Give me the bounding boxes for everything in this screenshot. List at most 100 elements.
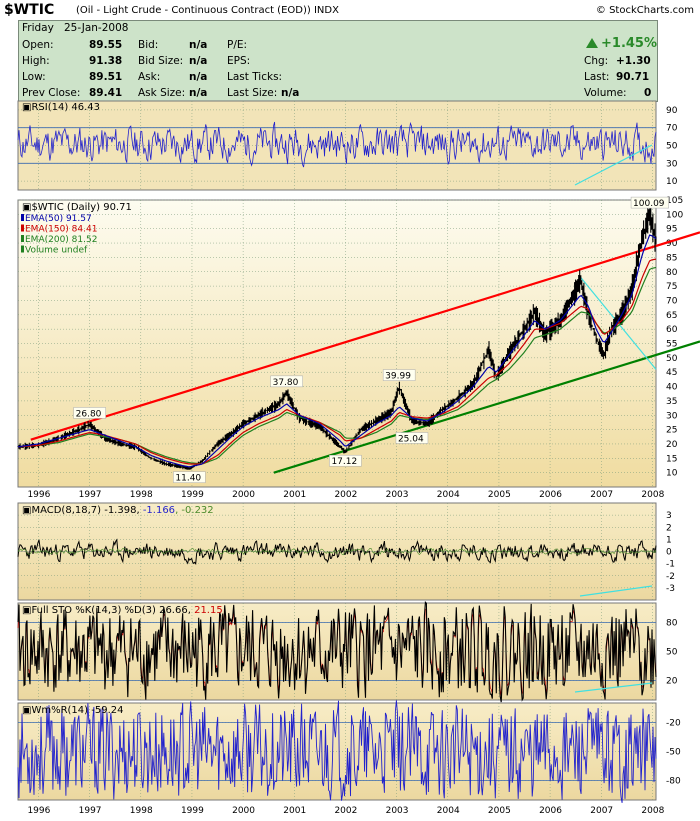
lastsize-label: Last Size: xyxy=(227,87,278,99)
quote-date: 25-Jan-2008 xyxy=(64,22,129,34)
willr-xtick-label: 2005 xyxy=(488,806,511,816)
legend-label-3: Volume undef xyxy=(25,246,88,256)
macd-ytick-label: 0 xyxy=(666,548,672,558)
open-value: 89.55 xyxy=(89,39,123,51)
pe-label: P/E: xyxy=(227,39,248,51)
annotation-box xyxy=(630,196,669,209)
high-label: High: xyxy=(22,55,50,67)
price-ytick-label: 40 xyxy=(666,383,678,393)
annotation-box xyxy=(382,369,416,381)
rsi-ytick-label: 50 xyxy=(666,142,678,152)
sto-trendline xyxy=(574,682,653,693)
sto-ytick-label: 50 xyxy=(666,648,678,658)
price-ytick-label: 45 xyxy=(666,368,677,378)
up-arrow-icon xyxy=(586,38,598,48)
rsi-ytick-label: 70 xyxy=(666,124,678,134)
last-label: Last: xyxy=(584,71,610,83)
willr-xtick-label: 1997 xyxy=(79,806,102,816)
ask-value: n/a xyxy=(189,71,208,83)
macd-histogram xyxy=(17,547,657,556)
legend-label-0: EMA(50) 91.57 xyxy=(25,214,92,224)
sto-d-value: 21.15 xyxy=(194,605,223,616)
bid-label: Bid: xyxy=(138,39,159,51)
price-ytick-label: 30 xyxy=(666,411,678,421)
macd-signal-value: -1.166 xyxy=(143,505,175,516)
willr-xtick-label: 1998 xyxy=(130,806,153,816)
symbol-subtitle: (Oil - Light Crude - Continuous Contract… xyxy=(76,5,339,16)
willr-xtick-label: 1999 xyxy=(181,806,204,816)
price-ytick-label: 105 xyxy=(666,196,683,206)
price-xtick-label: 2006 xyxy=(539,490,562,500)
willr-xtick-label: 2001 xyxy=(283,806,306,816)
annotation-box xyxy=(173,471,206,483)
legend-swatch xyxy=(21,214,24,221)
willr-line xyxy=(17,700,657,803)
price-ytick-label: 65 xyxy=(666,311,677,321)
last-value: 90.71 xyxy=(616,71,650,83)
price-ytick-label: 50 xyxy=(666,354,678,364)
macd-title: ▣MACD(8,18,7) -1.398, -1.166, -0.232 xyxy=(22,505,214,516)
prevclose-value: 89.41 xyxy=(89,87,123,99)
ema50-line xyxy=(17,234,657,468)
price-annotation: 37.80 xyxy=(273,378,299,388)
quote-panel: Friday 25-Jan-2008 Open: 89.55 High: 91.… xyxy=(18,20,658,102)
price-xtick-label: 2000 xyxy=(232,490,255,500)
price-ytick-label: 10 xyxy=(666,469,678,479)
annotation-box xyxy=(329,454,362,467)
change-percent: +1.45% xyxy=(586,36,657,51)
price-ytick-label: 25 xyxy=(666,426,677,436)
rsi-ytick-label: 30 xyxy=(666,159,678,169)
price-xtick-label: 2003 xyxy=(386,490,409,500)
legend-swatch xyxy=(21,245,24,253)
willr-xtick-label: 2008 xyxy=(641,806,664,816)
macd-ytick-label: 3 xyxy=(666,511,672,521)
low-label: Low: xyxy=(22,71,46,83)
willr-ytick-label: -50 xyxy=(666,748,681,758)
high-value: 91.38 xyxy=(89,55,123,67)
willr-xtick-label: 2002 xyxy=(334,806,357,816)
willr-xtick-label: 2004 xyxy=(437,806,460,816)
legend-value-0: 91.57 xyxy=(63,214,92,224)
price-ytick-label: 100 xyxy=(666,210,683,220)
rsi-title-label: ▣RSI(14) xyxy=(22,102,71,113)
rsi-title: ▣RSI(14) 46.43 xyxy=(22,102,100,113)
price-ytick-label: 60 xyxy=(666,325,678,335)
price-annotation: 25.04 xyxy=(398,434,424,444)
asksize-value: n/a xyxy=(189,87,208,99)
price-xtick-label: 2002 xyxy=(334,490,357,500)
legend-swatch xyxy=(21,224,24,232)
price-ytick-label: 80 xyxy=(666,268,678,278)
price-ytick-label: 75 xyxy=(666,282,677,292)
sto-title: ▣Full STO %K(14,3) %D(3) 26.66, 21.15 xyxy=(22,605,223,616)
macd-ytick-label: -2 xyxy=(666,572,675,582)
price-annotation: 39.99 xyxy=(385,372,411,382)
bidsize-label: Bid Size: xyxy=(138,55,184,67)
sto-ytick-label: 80 xyxy=(666,618,678,628)
willr-xtick-label: 2006 xyxy=(539,806,562,816)
macd-ytick-label: -1 xyxy=(666,560,675,570)
macd-line xyxy=(17,538,657,566)
macd-hist-value: , -0.232 xyxy=(175,505,214,516)
price-xtick-label: 2007 xyxy=(590,490,613,500)
trendline-upper xyxy=(30,231,700,441)
willr-xtick-label: 2007 xyxy=(590,806,613,816)
price-annotation: 26.80 xyxy=(76,409,102,419)
lastsize-value: n/a xyxy=(281,87,300,99)
price-xtick-label: 1996 xyxy=(27,490,50,500)
prevclose-label: Prev Close: xyxy=(22,87,81,99)
chg-value: +1.30 xyxy=(616,55,651,67)
price-xtick-label: 2005 xyxy=(488,490,511,500)
macd-ytick-label: 2 xyxy=(666,523,672,533)
legend-value-1: 84.41 xyxy=(69,225,98,235)
annotation-box xyxy=(395,432,429,444)
rsi-trendline xyxy=(574,144,653,186)
price-ytick-label: 90 xyxy=(666,239,678,249)
brand-label[interactable]: © StockCharts.com xyxy=(595,5,694,16)
legend-value-2: 81.52 xyxy=(69,235,98,245)
macd-ytick-label: -3 xyxy=(666,584,675,594)
price-annotation: 17.12 xyxy=(331,457,357,467)
change-percent-value: +1.45% xyxy=(601,36,657,51)
asksize-label: Ask Size: xyxy=(138,87,186,99)
willr-ytick-label: -20 xyxy=(666,718,681,728)
price-xtick-label: 1999 xyxy=(181,490,204,500)
